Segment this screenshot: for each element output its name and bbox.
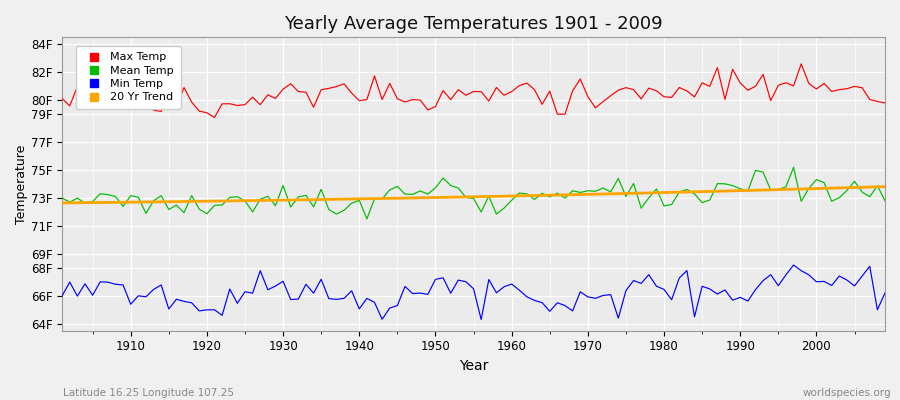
Text: worldspecies.org: worldspecies.org xyxy=(803,388,891,398)
Text: Latitude 16.25 Longitude 107.25: Latitude 16.25 Longitude 107.25 xyxy=(63,388,234,398)
Legend: Max Temp, Mean Temp, Min Temp, 20 Yr Trend: Max Temp, Mean Temp, Min Temp, 20 Yr Tre… xyxy=(76,46,181,109)
Y-axis label: Temperature: Temperature xyxy=(15,144,28,224)
Title: Yearly Average Temperatures 1901 - 2009: Yearly Average Temperatures 1901 - 2009 xyxy=(284,15,663,33)
X-axis label: Year: Year xyxy=(459,359,488,373)
